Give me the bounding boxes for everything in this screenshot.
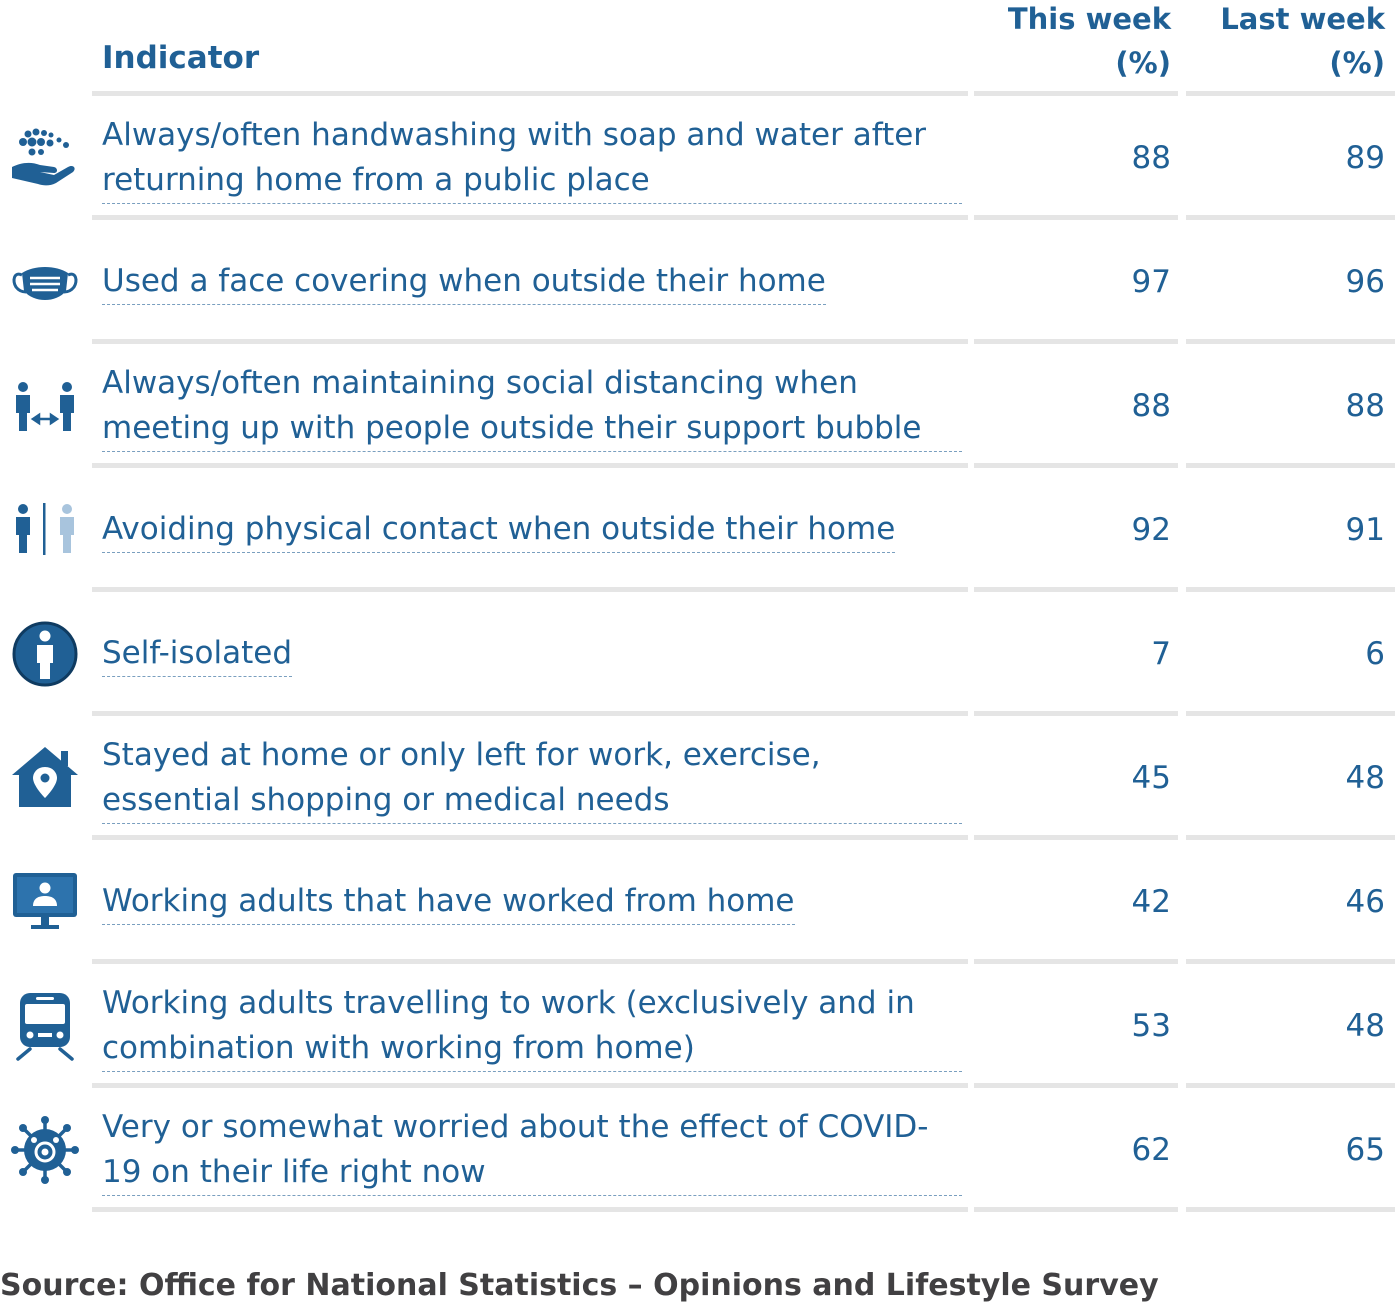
indicator-link[interactable]: Working adults travelling to work (exclu… — [102, 981, 962, 1072]
header-last-week: Last week (%) — [1220, 0, 1385, 85]
row-divider — [974, 463, 1178, 468]
indicator-link[interactable]: Working adults that have worked from hom… — [102, 879, 795, 925]
row-divider — [974, 1083, 1178, 1088]
row-divider — [1186, 339, 1395, 344]
this-week-value: 42 — [1131, 884, 1171, 920]
indicator-cell: Working adults travelling to work (exclu… — [102, 964, 962, 1088]
last-week-value: 48 — [1345, 1008, 1385, 1044]
last-week-value: 91 — [1345, 512, 1385, 548]
self-isolated-icon — [10, 619, 80, 689]
indicator-cell: Very or somewhat worried about the effec… — [102, 1088, 962, 1212]
indicator-link[interactable]: Always/often maintaining social distanci… — [102, 361, 962, 452]
table-row: Always/often handwashing with soap and w… — [0, 96, 1395, 220]
table-row: Working adults that have worked from hom… — [0, 840, 1395, 964]
this-week-value: 88 — [1131, 140, 1171, 176]
this-week-value: 97 — [1131, 264, 1171, 300]
this-week-value: 62 — [1131, 1132, 1171, 1168]
source-note: Source: Office for National Statistics –… — [0, 1268, 1159, 1303]
row-divider — [1186, 711, 1395, 716]
this-week-value: 92 — [1131, 512, 1171, 548]
row-divider — [974, 587, 1178, 592]
header-this-week-label: This week — [1007, 2, 1171, 36]
row-divider — [1186, 587, 1395, 592]
row-divider — [974, 711, 1178, 716]
home-location-icon — [10, 743, 80, 813]
row-divider — [92, 463, 968, 468]
row-divider — [92, 1207, 968, 1212]
indicator-cell: Self-isolated — [102, 592, 962, 716]
social-distancing-icon — [10, 371, 80, 441]
table-row: Avoiding physical contact when outside t… — [0, 468, 1395, 592]
table-row: Used a face covering when outside their … — [0, 220, 1395, 344]
row-divider — [1186, 1207, 1395, 1212]
header-this-week: This week (%) — [1008, 0, 1171, 85]
header-last-week-label: Last week — [1220, 2, 1385, 36]
last-week-value: 6 — [1365, 636, 1385, 672]
last-week-value: 48 — [1345, 760, 1385, 796]
this-week-value: 45 — [1131, 760, 1171, 796]
this-week-value: 88 — [1131, 388, 1171, 424]
table-header: Indicator This week (%) Last week (%) — [0, 0, 1395, 96]
indicator-link[interactable]: Avoiding physical contact when outside t… — [102, 507, 896, 553]
this-week-value: 53 — [1131, 1008, 1171, 1044]
last-week-value: 96 — [1345, 264, 1385, 300]
indicator-cell: Avoiding physical contact when outside t… — [102, 468, 962, 592]
last-week-value: 89 — [1345, 140, 1385, 176]
indicator-link[interactable]: Very or somewhat worried about the effec… — [102, 1105, 962, 1196]
header-divider — [92, 91, 968, 96]
header-last-week-unit: (%) — [1329, 46, 1385, 80]
table-row: Working adults travelling to work (exclu… — [0, 964, 1395, 1088]
row-divider — [974, 959, 1178, 964]
this-week-value: 7 — [1151, 636, 1171, 672]
row-divider — [1186, 215, 1395, 220]
row-divider — [974, 1207, 1178, 1212]
last-week-value: 88 — [1345, 388, 1385, 424]
last-week-value: 65 — [1345, 1132, 1385, 1168]
indicator-cell: Used a face covering when outside their … — [102, 220, 962, 344]
table-row: Stayed at home or only left for work, ex… — [0, 716, 1395, 840]
row-divider — [92, 215, 968, 220]
indicator-link[interactable]: Stayed at home or only left for work, ex… — [102, 733, 962, 824]
header-this-week-unit: (%) — [1115, 46, 1171, 80]
row-divider — [92, 339, 968, 344]
table-row: Very or somewhat worried about the effec… — [0, 1088, 1395, 1212]
header-divider — [1186, 91, 1395, 96]
indicator-link[interactable]: Self-isolated — [102, 631, 293, 677]
last-week-value: 46 — [1345, 884, 1385, 920]
indicator-link[interactable]: Used a face covering when outside their … — [102, 259, 826, 305]
indicator-cell: Stayed at home or only left for work, ex… — [102, 716, 962, 840]
handwashing-icon — [10, 123, 80, 193]
table-row: Self-isolated 7 6 — [0, 592, 1395, 716]
row-divider — [92, 959, 968, 964]
indicator-cell: Always/often handwashing with soap and w… — [102, 96, 962, 220]
row-divider — [1186, 463, 1395, 468]
indicator-link[interactable]: Always/often handwashing with soap and w… — [102, 113, 962, 204]
row-divider — [1186, 835, 1395, 840]
table-row: Always/often maintaining social distanci… — [0, 344, 1395, 468]
row-divider — [1186, 959, 1395, 964]
row-divider — [92, 711, 968, 716]
row-divider — [974, 339, 1178, 344]
header-divider — [974, 91, 1178, 96]
computer-monitor-icon — [10, 867, 80, 937]
avoid-contact-icon — [10, 495, 80, 565]
row-divider — [92, 835, 968, 840]
face-mask-icon — [10, 247, 80, 317]
row-divider — [974, 835, 1178, 840]
row-divider — [974, 215, 1178, 220]
train-icon — [10, 991, 80, 1061]
indicator-cell: Always/often maintaining social distanci… — [102, 344, 962, 468]
row-divider — [92, 1083, 968, 1088]
virus-icon — [10, 1115, 80, 1185]
header-indicator: Indicator — [102, 40, 260, 76]
row-divider — [1186, 1083, 1395, 1088]
row-divider — [92, 587, 968, 592]
indicator-cell: Working adults that have worked from hom… — [102, 840, 962, 964]
